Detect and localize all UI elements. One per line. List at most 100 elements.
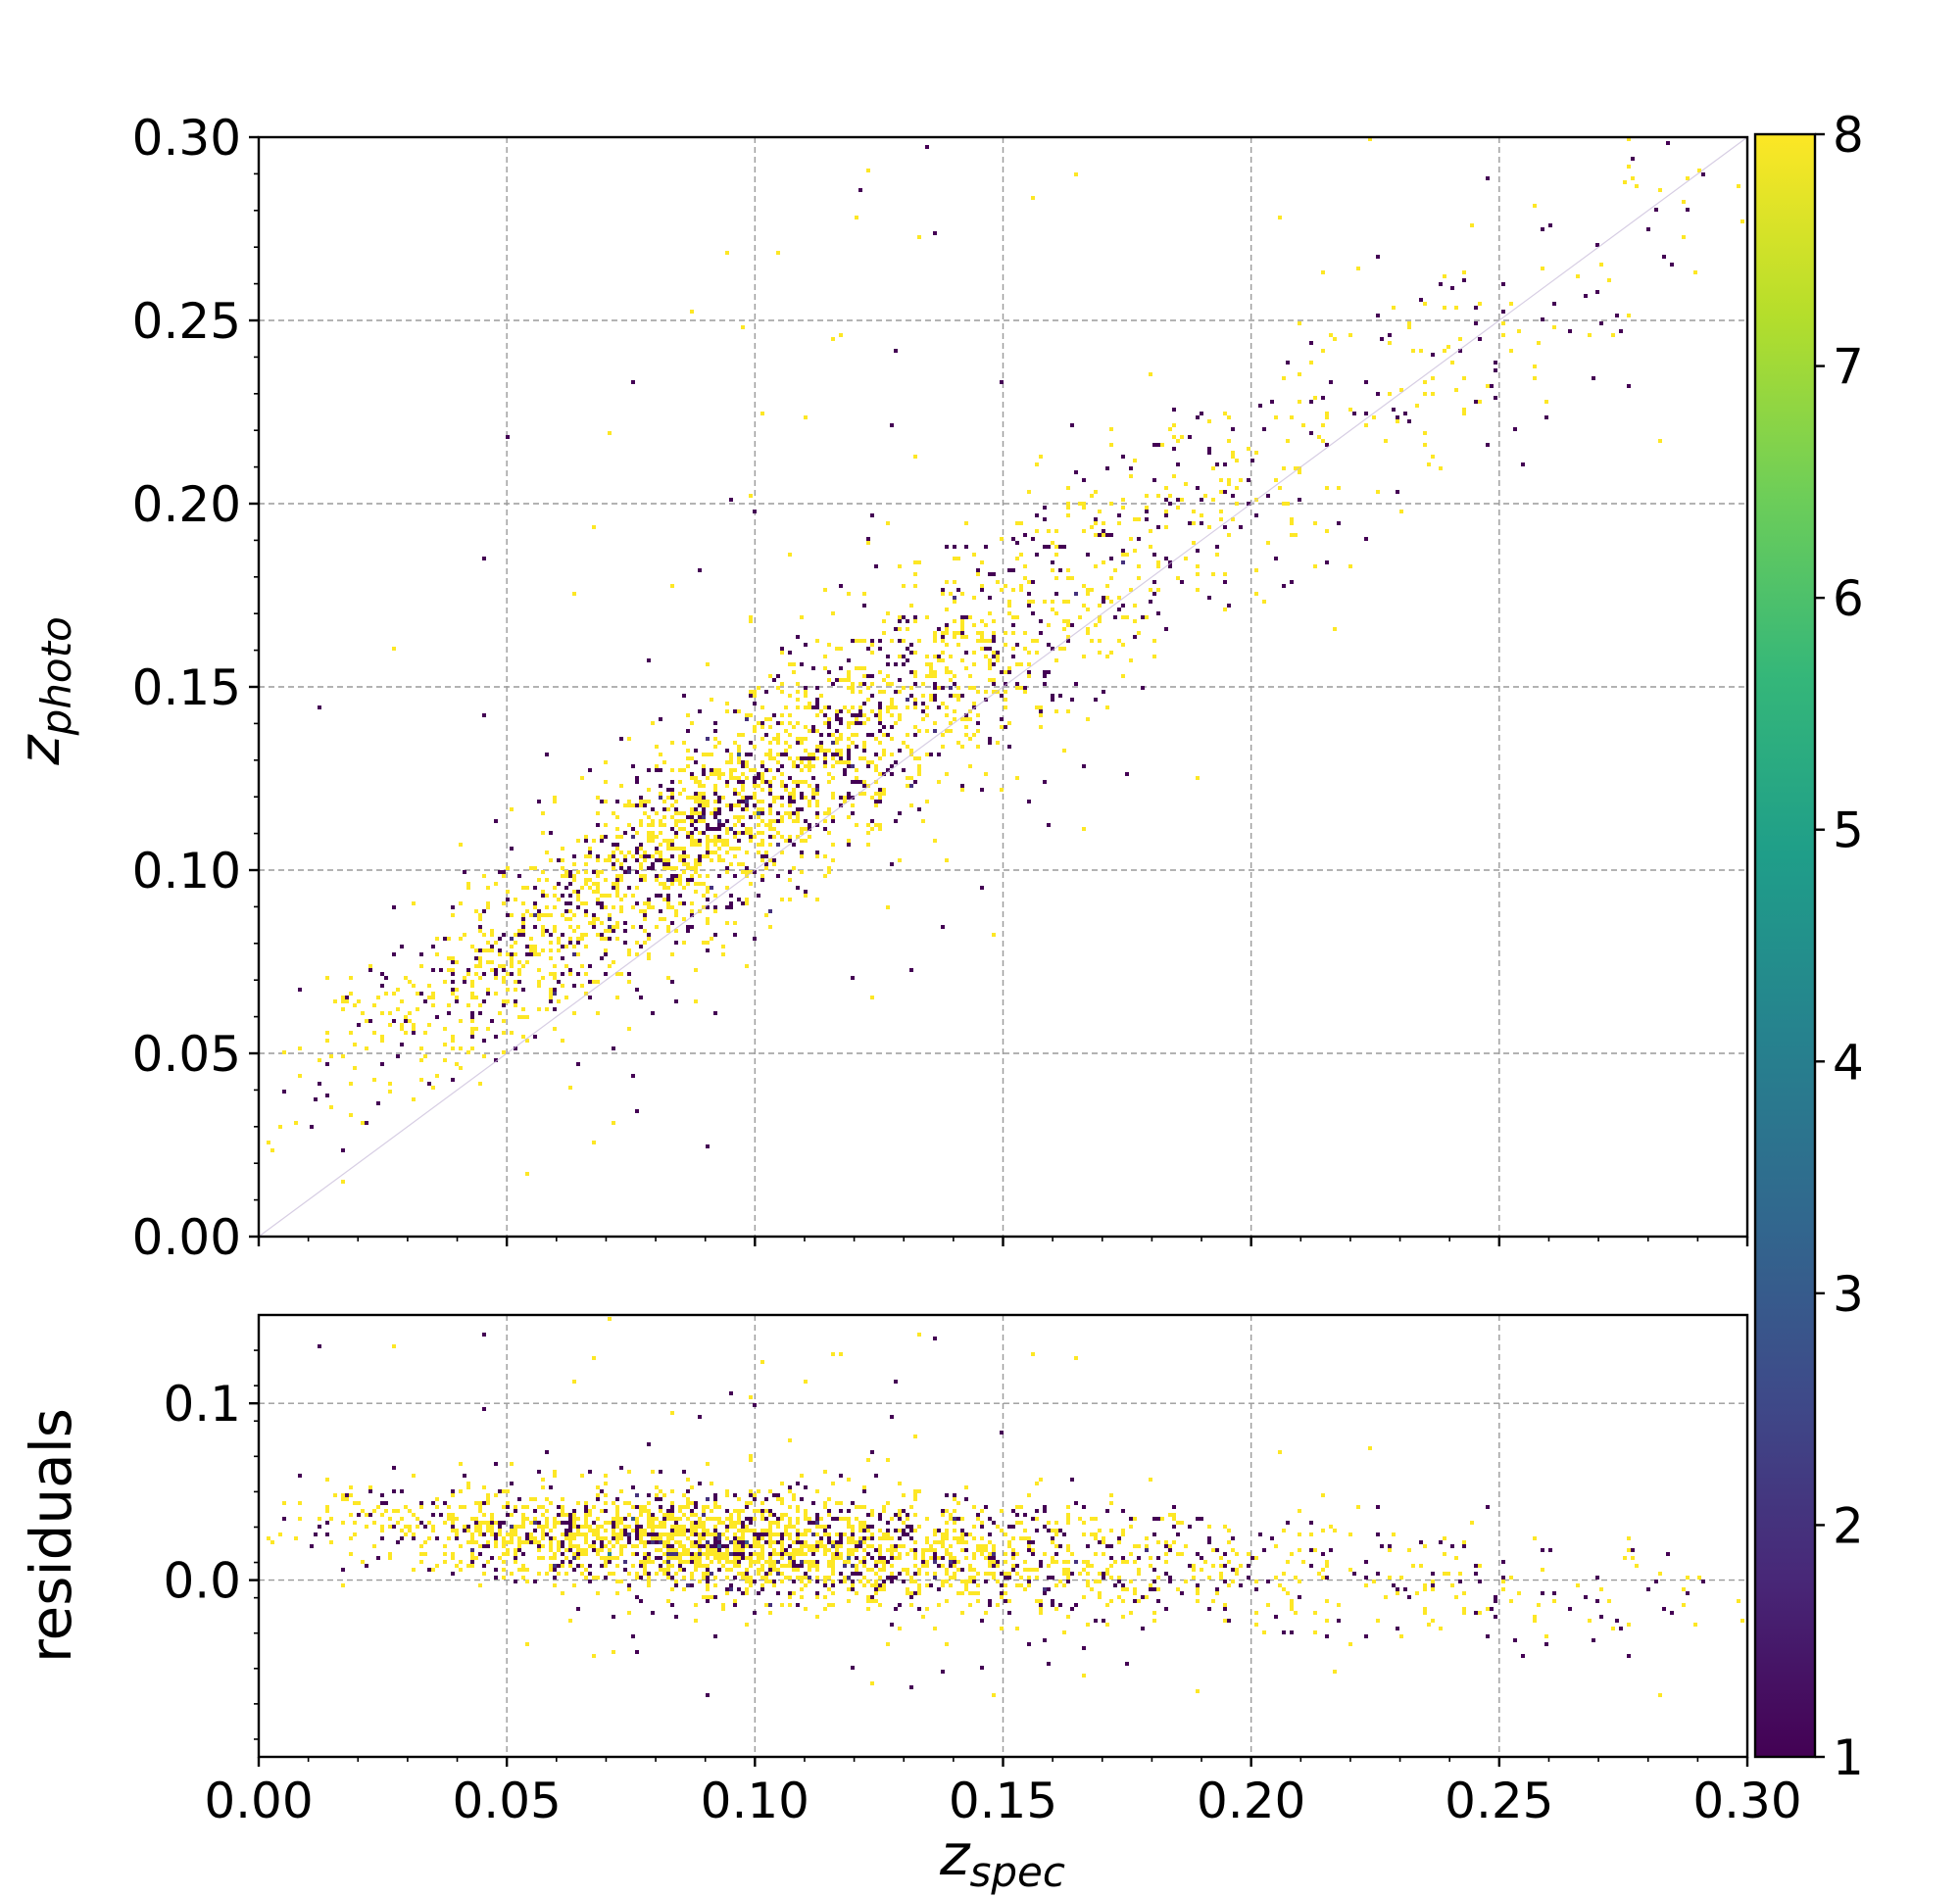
bottom-heatmap-cell — [811, 1532, 815, 1536]
top-heatmap-cell — [431, 996, 435, 999]
bottom-heatmap-cell — [1294, 1611, 1298, 1615]
bottom-heatmap-cell — [886, 1548, 890, 1552]
top-heatmap-cell — [1105, 705, 1109, 709]
bottom-heatmap-cell — [851, 1666, 855, 1670]
top-heatmap-cell — [478, 948, 482, 952]
bottom-heatmap-cell — [514, 1509, 517, 1513]
bottom-heatmap-cell — [466, 1525, 470, 1529]
bottom-heatmap-cell — [572, 1583, 576, 1587]
colorbar-tick-label: 2 — [1833, 1497, 1864, 1554]
bottom-heatmap-cell — [486, 1497, 490, 1501]
bottom-heatmap-cell — [1149, 1556, 1152, 1560]
top-heatmap-cell — [780, 815, 784, 819]
top-heatmap-cell — [1239, 478, 1243, 482]
top-heatmap-cell — [1513, 427, 1517, 431]
top-heatmap-cell — [580, 964, 584, 968]
top-heatmap-cell — [729, 768, 733, 772]
bottom-heatmap-cell — [768, 1552, 772, 1556]
bottom-heatmap-cell — [564, 1521, 568, 1525]
bottom-heatmap-cell — [902, 1493, 906, 1497]
top-heatmap-cell — [482, 1054, 486, 1058]
top-heatmap-cell — [976, 568, 980, 572]
top-heatmap-cell — [670, 843, 674, 847]
bottom-heatmap-cell — [1137, 1556, 1141, 1560]
colorbar-tick-label: 6 — [1833, 570, 1864, 627]
bottom-heatmap-cell — [847, 1478, 851, 1482]
top-heatmap-cell — [945, 705, 949, 709]
top-heatmap-cell — [749, 827, 753, 831]
bottom-heatmap-cell — [1051, 1603, 1054, 1607]
top-heatmap-cell — [1082, 604, 1086, 608]
top-heatmap-cell — [858, 780, 862, 784]
bottom-heatmap-cell — [553, 1583, 557, 1587]
bottom-heatmap-cell — [1290, 1607, 1294, 1611]
top-heatmap-cell — [1011, 537, 1015, 541]
top-heatmap-cell — [1227, 439, 1231, 443]
bottom-heatmap-cell — [745, 1529, 749, 1532]
bottom-heatmap-cell — [988, 1556, 992, 1560]
top-heatmap-cell — [561, 858, 564, 862]
bottom-heatmap-cell — [443, 1552, 447, 1556]
top-heatmap-cell — [623, 870, 627, 874]
bottom-heatmap-cell — [1254, 1556, 1258, 1560]
top-heatmap-cell — [643, 878, 647, 882]
top-heatmap-cell — [541, 890, 545, 894]
bottom-heatmap-cell — [400, 1529, 404, 1532]
top-heatmap-cell — [553, 925, 557, 929]
bottom-heatmap-cell — [553, 1568, 557, 1572]
bottom-xlabel: zspec — [939, 1822, 1065, 1896]
bottom-heatmap-cell — [615, 1505, 619, 1509]
top-heatmap-cell — [1027, 600, 1031, 604]
bottom-heatmap-cell — [788, 1517, 792, 1521]
top-heatmap-cell — [941, 702, 945, 705]
bottom-heatmap-cell — [757, 1568, 760, 1572]
bottom-heatmap-cell — [545, 1532, 549, 1536]
top-heatmap-cell — [780, 682, 784, 686]
bottom-heatmap-cell — [1184, 1580, 1188, 1583]
bottom-heatmap-cell — [874, 1583, 878, 1587]
bottom-heatmap-cell — [1102, 1619, 1105, 1623]
top-heatmap-cell — [1054, 545, 1058, 549]
top-heatmap-cell — [945, 608, 949, 611]
top-heatmap-cell — [1007, 721, 1011, 725]
top-heatmap-cell — [1117, 513, 1121, 517]
top-heatmap-cell — [862, 756, 866, 760]
top-heatmap-cell — [388, 1023, 392, 1027]
top-heatmap-cell — [557, 937, 561, 941]
bottom-ytick-label: 0.0 — [163, 1553, 241, 1610]
top-heatmap-cell — [780, 803, 784, 807]
top-heatmap-cell — [564, 901, 568, 905]
top-heatmap-cell — [612, 854, 615, 858]
bottom-heatmap-cell — [659, 1505, 662, 1509]
top-heatmap-cell — [980, 588, 984, 592]
top-heatmap-cell — [733, 921, 737, 925]
top-heatmap-cell — [827, 705, 831, 709]
bottom-heatmap-cell — [909, 1685, 913, 1689]
bottom-heatmap-cell — [670, 1517, 674, 1521]
bottom-heatmap-cell — [843, 1564, 847, 1568]
top-heatmap-cell — [874, 737, 878, 741]
bottom-heatmap-cell — [561, 1560, 564, 1564]
top-heatmap-cell — [906, 784, 909, 788]
top-heatmap-cell — [1058, 647, 1062, 651]
bottom-heatmap-cell — [564, 1529, 568, 1532]
top-heatmap-cell — [639, 996, 643, 999]
top-heatmap-cell — [988, 741, 992, 745]
bottom-heatmap-cell — [659, 1532, 662, 1536]
top-heatmap-cell — [666, 898, 670, 901]
bottom-heatmap-cell — [631, 1517, 635, 1521]
top-heatmap-cell — [1337, 486, 1341, 490]
bottom-heatmap-cell — [788, 1595, 792, 1599]
top-heatmap-cell — [592, 921, 596, 925]
top-heatmap-cell — [749, 615, 753, 619]
bottom-heatmap-cell — [784, 1552, 788, 1556]
bottom-heatmap-cell — [376, 1556, 380, 1560]
bottom-heatmap-cell — [882, 1532, 886, 1536]
bottom-heatmap-cell — [831, 1568, 835, 1572]
bottom-heatmap-cell — [839, 1540, 843, 1544]
bottom-heatmap-cell — [906, 1525, 909, 1529]
top-heatmap-cell — [815, 756, 819, 760]
top-heatmap-cell — [694, 839, 698, 843]
bottom-heatmap-cell — [604, 1521, 608, 1525]
top-heatmap-cell — [713, 835, 717, 839]
